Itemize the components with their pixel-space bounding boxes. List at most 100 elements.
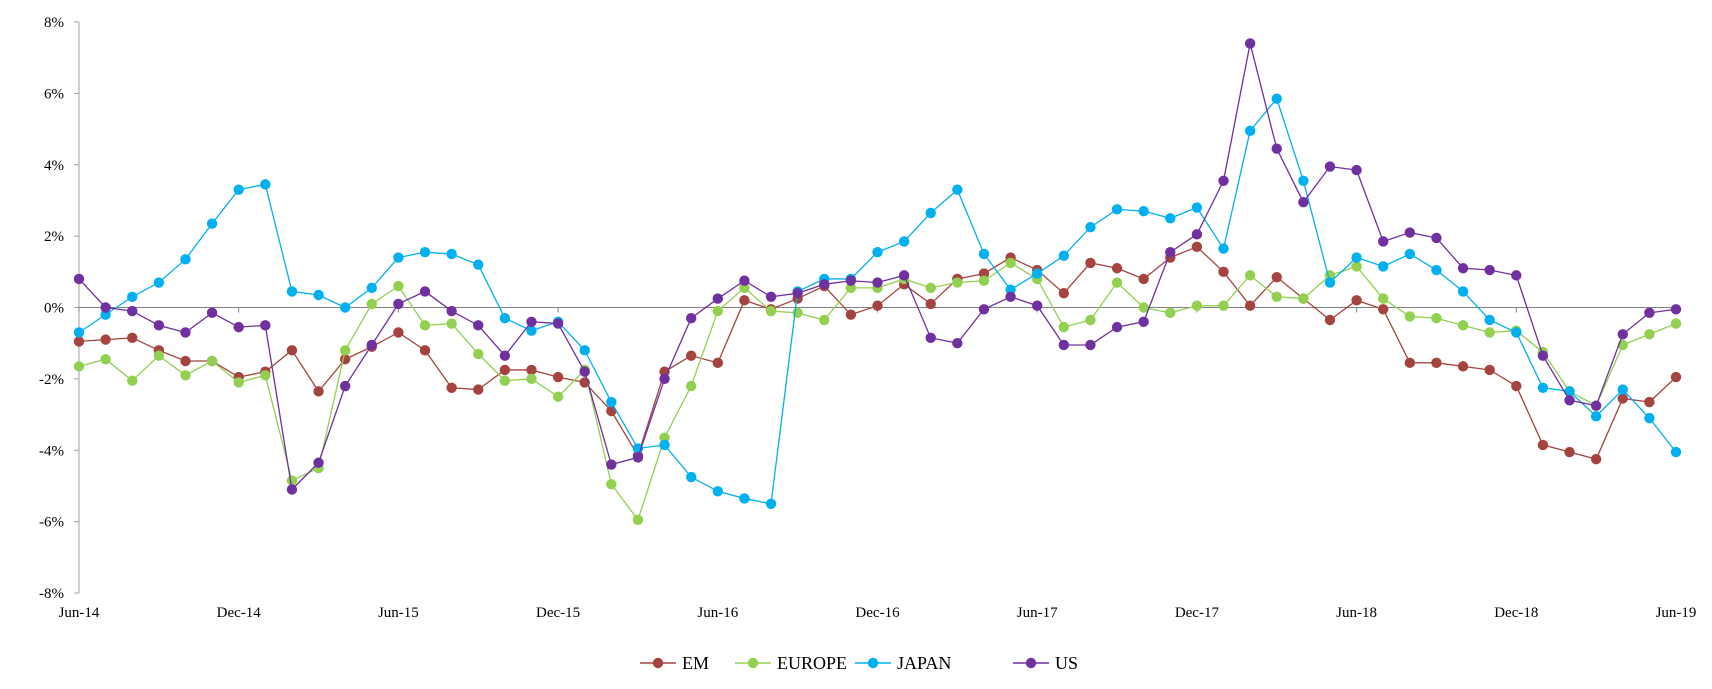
data-point-europe [978, 275, 990, 286]
data-point-em [712, 357, 723, 369]
data-point-japan [499, 313, 511, 324]
data-point-japan [339, 302, 351, 313]
data-point-japan [1005, 284, 1016, 295]
data-point-us [313, 457, 324, 468]
data-point-em [1511, 380, 1522, 392]
data-point-japan [1244, 125, 1256, 137]
data-point-em [286, 345, 298, 356]
data-point-em [1378, 304, 1389, 315]
data-point-em [127, 332, 138, 344]
data-point-europe [446, 318, 457, 329]
data-point-europe [499, 375, 511, 386]
data-point-japan [206, 218, 218, 229]
x-tick-label: Jun-19 [1656, 605, 1697, 621]
data-point-us [1590, 400, 1602, 411]
data-point-europe [1378, 293, 1389, 304]
data-point-us [1537, 350, 1549, 361]
data-point-us [1644, 307, 1655, 319]
data-point-japan [1670, 446, 1682, 458]
data-point-em [845, 309, 857, 320]
data-point-us [1005, 291, 1016, 302]
legend-item-us: US [1013, 653, 1078, 673]
data-point-us [1484, 264, 1495, 276]
data-point-japan [180, 254, 191, 265]
x-tick-label: Jun-17 [1017, 605, 1058, 621]
data-point-europe [952, 277, 963, 288]
data-point-europe [260, 370, 271, 381]
data-point-em [872, 300, 883, 311]
data-point-em [1244, 300, 1256, 311]
data-point-us [1271, 143, 1282, 154]
data-point-us [978, 304, 990, 315]
data-point-us [499, 350, 511, 361]
data-point-us [1191, 229, 1203, 240]
data-point-europe [286, 475, 298, 486]
data-point-japan [1298, 175, 1309, 187]
data-point-japan [100, 309, 111, 320]
data-point-em [1138, 273, 1149, 285]
data-point-europe [1484, 327, 1495, 338]
y-tick-label: -8% [39, 586, 64, 602]
data-point-japan [286, 286, 298, 297]
data-point-japan [952, 184, 963, 195]
data-point-europe [1404, 311, 1416, 322]
x-tick-label: Jun-18 [1336, 605, 1377, 621]
data-point-europe [1085, 314, 1096, 326]
data-point-em [978, 268, 990, 279]
legend-label-europe: EUROPE [777, 653, 847, 673]
data-point-europe [473, 348, 484, 360]
data-point-us [1378, 236, 1389, 247]
data-point-em [1457, 361, 1469, 372]
legend-label-us: US [1055, 653, 1078, 673]
data-point-japan [73, 327, 85, 338]
data-point-us [153, 320, 165, 331]
data-point-em [1537, 439, 1549, 451]
data-point-japan [712, 486, 723, 497]
data-point-us [739, 275, 750, 286]
data-point-em [339, 354, 351, 365]
x-tick-label: Dec-18 [1494, 605, 1538, 621]
data-point-us [925, 332, 936, 344]
data-point-europe [632, 514, 644, 526]
data-point-japan [765, 498, 777, 509]
data-point-em [1404, 357, 1416, 369]
data-point-us [579, 366, 590, 377]
y-tick-label: -2% [39, 372, 64, 388]
data-point-japan [872, 246, 883, 258]
data-point-us [1218, 175, 1229, 187]
data-point-japan [1537, 382, 1549, 393]
data-point-us [792, 288, 803, 299]
data-point-em [473, 384, 484, 395]
legend-marker-europe [747, 657, 759, 669]
data-point-us [1351, 164, 1362, 176]
data-point-us [1298, 197, 1309, 208]
data-point-europe [526, 373, 537, 385]
data-point-em [313, 386, 324, 397]
data-point-europe [1431, 313, 1442, 324]
data-point-japan [1032, 268, 1043, 279]
data-point-us [552, 318, 564, 329]
data-point-us [1111, 321, 1123, 333]
data-point-us [845, 275, 857, 286]
y-tick-label: 0% [44, 301, 64, 317]
data-point-japan [473, 259, 484, 270]
data-point-us [1670, 304, 1682, 315]
data-point-em [446, 382, 457, 393]
data-point-us [659, 373, 670, 385]
x-tick-label: Jun-14 [59, 605, 100, 621]
data-point-japan [579, 345, 590, 356]
data-point-us [819, 279, 830, 290]
data-point-japan [739, 493, 750, 504]
data-point-us [419, 286, 431, 297]
data-point-us [632, 452, 644, 463]
data-point-japan [925, 207, 936, 219]
data-point-us [366, 339, 377, 351]
data-point-europe [1298, 293, 1309, 304]
x-tick-label: Dec-16 [855, 605, 900, 621]
data-point-japan [1644, 412, 1655, 424]
data-point-us [446, 305, 457, 317]
data-point-japan [659, 439, 670, 451]
y-tick-labels: 8% 6% 4% 2% 0% -2% -4% -6% -8% [39, 15, 79, 602]
data-point-europe [233, 377, 244, 388]
data-point-us [233, 321, 244, 333]
